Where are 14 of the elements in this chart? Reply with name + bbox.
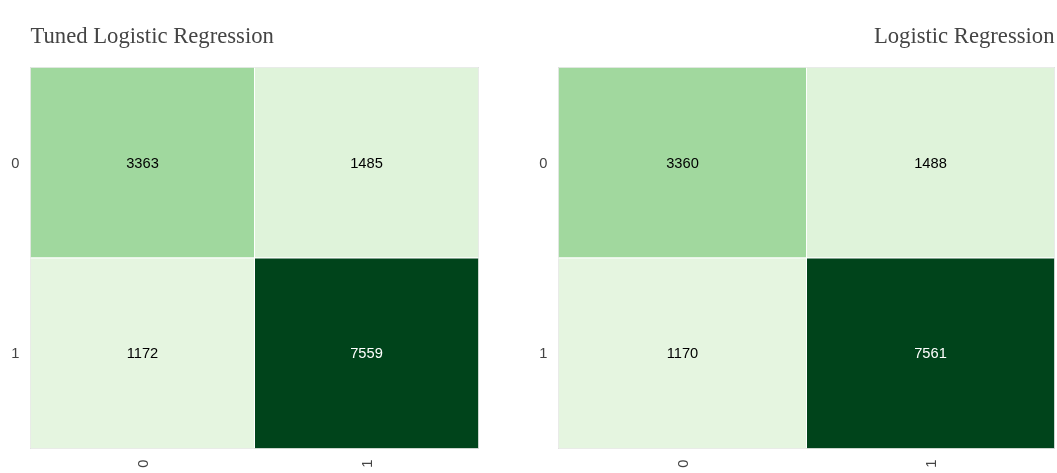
data-label: 7561	[914, 345, 947, 362]
chart-title: Logistic Regression	[873, 22, 1055, 48]
data-label: 1172	[126, 345, 159, 362]
x-tick-label: 1	[358, 459, 375, 468]
x-tick-label: 0	[134, 459, 151, 468]
data-label: 3360	[666, 154, 699, 171]
x-tick-label: 1	[922, 459, 939, 468]
data-label: 1170	[666, 345, 699, 362]
data-label: 3363	[126, 154, 159, 171]
data-label: 1485	[350, 154, 383, 171]
chart-title: Tuned Logistic Regression	[30, 22, 274, 48]
data-label: 7559	[350, 345, 383, 362]
data-label: 1488	[914, 154, 947, 171]
x-tick-label: 0	[674, 459, 691, 468]
